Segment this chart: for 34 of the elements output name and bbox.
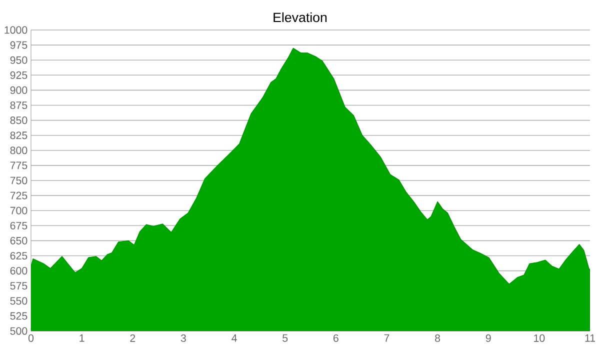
y-tick-label: 900 (10, 86, 28, 94)
y-tick-label: 700 (10, 206, 28, 214)
y-tick-label: 825 (10, 132, 28, 140)
y-tick-label: 550 (10, 297, 28, 305)
x-tick-label: 9 (486, 334, 491, 342)
x-tick-label: 5 (282, 334, 288, 342)
x-tick-label: 10 (534, 334, 545, 342)
y-tick-label: 925 (10, 71, 28, 79)
y-tick-label: 1000 (4, 26, 28, 34)
y-tick-label: 875 (10, 101, 28, 110)
y-tick-label: 975 (10, 41, 28, 49)
chart-title: Elevation (274, 12, 327, 22)
x-tick-label: 4 (232, 334, 237, 342)
x-tick-label: 3 (180, 334, 186, 342)
y-tick-label: 575 (10, 282, 28, 290)
y-tick-label: 750 (10, 176, 28, 184)
y-tick-label: 675 (10, 222, 28, 230)
y-tick-label: 775 (10, 162, 28, 170)
y-tick-label: 950 (10, 56, 28, 64)
x-tick-label: 1 (80, 334, 84, 342)
y-tick-label: 600 (10, 267, 28, 275)
x-tick-label: 6 (333, 334, 338, 342)
y-tick-label: 625 (10, 252, 28, 260)
x-tick-label: 2 (130, 334, 136, 342)
y-tick-label: 725 (10, 192, 28, 200)
x-tick-label: 11 (585, 334, 596, 342)
y-tick-label: 650 (10, 236, 28, 244)
y-tick-label: 500 (10, 327, 28, 335)
x-tick-label: 0 (28, 334, 34, 342)
y-tick-label: 525 (10, 312, 28, 320)
y-tick-label: 800 (10, 146, 28, 154)
x-tick-label: 7 (384, 334, 390, 342)
y-tick-label: 850 (10, 116, 28, 124)
x-tick-label: 8 (435, 334, 440, 342)
